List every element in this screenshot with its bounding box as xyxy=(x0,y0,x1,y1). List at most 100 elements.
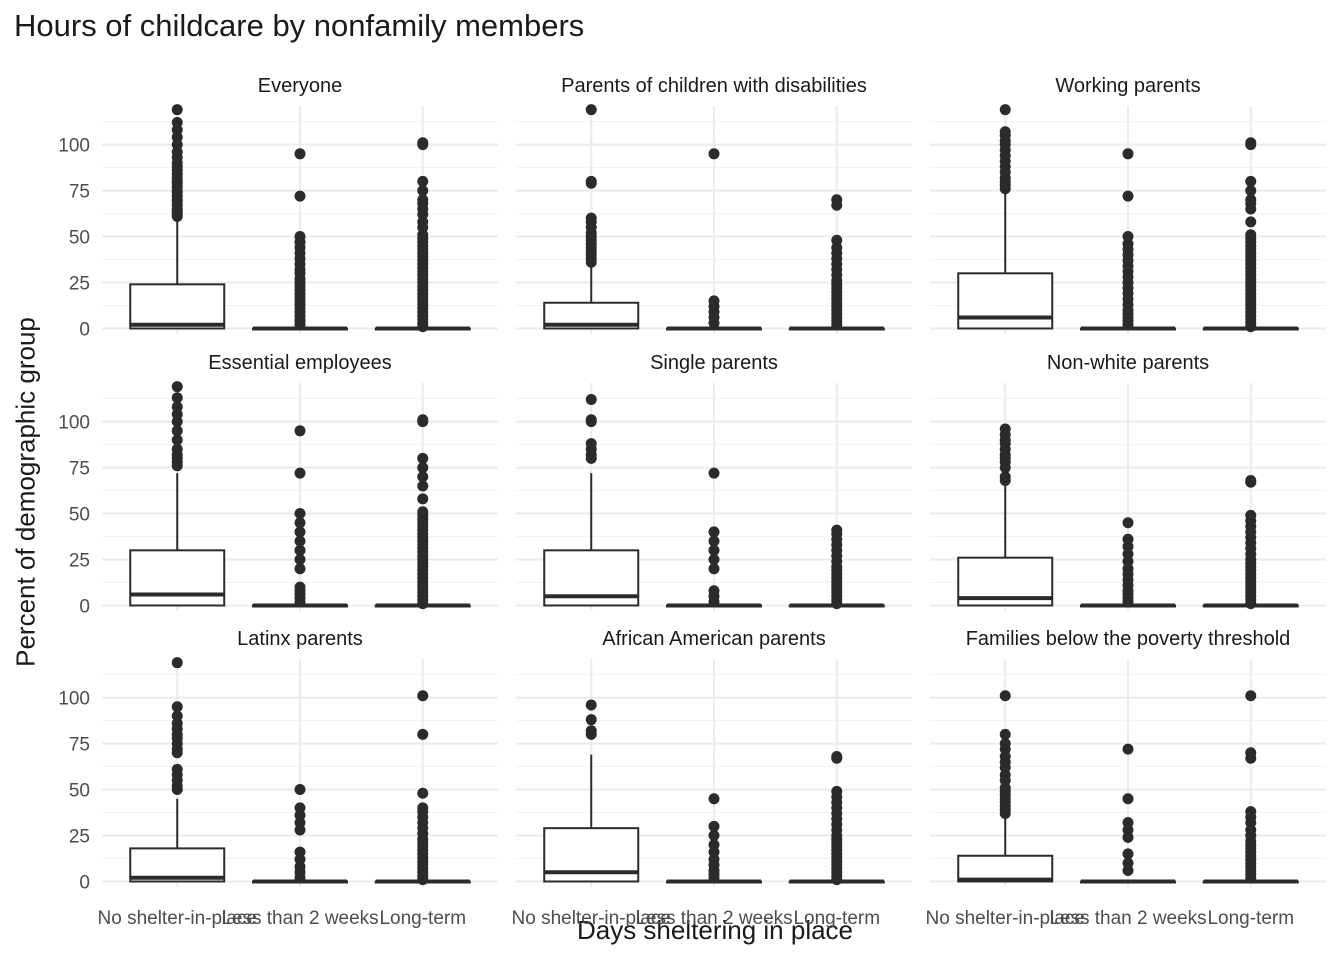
outlier-point xyxy=(294,784,306,796)
y-tick-label: 100 xyxy=(58,689,90,710)
outlier-point xyxy=(171,104,183,116)
outlier-point xyxy=(294,425,306,437)
outlier-point xyxy=(831,524,843,536)
outlier-point xyxy=(417,480,429,492)
outlier-point xyxy=(708,820,720,832)
x-tick-label: Long-term xyxy=(379,908,466,929)
outlier-point xyxy=(1245,806,1257,818)
y-tick-label: 25 xyxy=(69,551,90,572)
outlier-point xyxy=(417,414,429,426)
outlier-point xyxy=(1122,817,1134,829)
y-tick-label: 50 xyxy=(69,781,90,802)
outlier-point xyxy=(1245,690,1257,702)
box xyxy=(129,283,226,330)
outlier-point xyxy=(417,462,429,474)
outlier-point xyxy=(585,438,597,450)
outlier-point xyxy=(708,793,720,805)
outlier-point xyxy=(294,535,306,547)
outlier-point xyxy=(708,535,720,547)
y-tick-label: 50 xyxy=(69,505,90,526)
outlier-point xyxy=(294,508,306,520)
outlier-point xyxy=(294,231,306,243)
facet-title: Essential employees xyxy=(208,352,391,374)
outlier-point xyxy=(1245,175,1257,187)
facet-title: Single parents xyxy=(650,352,778,374)
outlier-point xyxy=(417,506,429,518)
outlier-point xyxy=(1245,509,1257,521)
x-tick-label: Long-term xyxy=(793,908,880,929)
outlier-point xyxy=(294,148,306,160)
outlier-point xyxy=(999,471,1011,483)
outlier-point xyxy=(417,194,429,206)
y-tick-label: 100 xyxy=(58,413,90,434)
y-tick-label: 25 xyxy=(69,274,90,295)
outlier-point xyxy=(171,434,183,446)
chart-title: Hours of childcare by nonfamily members xyxy=(14,8,585,43)
outlier-point xyxy=(708,544,720,556)
x-tick-label: Less than 2 weeks xyxy=(221,908,378,929)
outlier-point xyxy=(1122,533,1134,545)
y-tick-label: 100 xyxy=(58,136,90,157)
facet-title: Latinx parents xyxy=(237,628,363,650)
outlier-point xyxy=(1245,229,1257,241)
outlier-point xyxy=(171,392,183,404)
outlier-point xyxy=(1245,474,1257,486)
outlier-point xyxy=(999,738,1011,750)
x-tick-label: Long-term xyxy=(1207,908,1294,929)
outlier-point xyxy=(999,728,1011,740)
outlier-point xyxy=(294,526,306,538)
outlier-point xyxy=(999,423,1011,435)
outlier-point xyxy=(1122,793,1134,805)
outlier-point xyxy=(585,725,597,737)
y-tick-label: 25 xyxy=(69,827,90,848)
outlier-point xyxy=(171,401,183,413)
x-tick-label: Less than 2 weeks xyxy=(1049,908,1206,929)
outlier-point xyxy=(1245,216,1257,228)
facet-title: Working parents xyxy=(1055,75,1200,97)
x-tick-label: No shelter-in-place xyxy=(98,908,257,929)
y-tick-label: 75 xyxy=(69,735,90,756)
outlier-point xyxy=(999,690,1011,702)
outlier-point xyxy=(708,839,720,851)
outlier-point xyxy=(585,414,597,426)
outlier-point xyxy=(417,185,429,197)
box xyxy=(129,549,226,607)
outlier-point xyxy=(585,175,597,187)
outlier-point xyxy=(708,467,720,479)
outlier-point xyxy=(831,234,843,246)
box xyxy=(957,854,1054,883)
outlier-point xyxy=(417,493,429,505)
y-tick-label: 75 xyxy=(69,182,90,203)
outlier-point xyxy=(708,830,720,842)
outlier-point xyxy=(171,425,183,437)
outlier-point xyxy=(708,563,720,575)
outlier-point xyxy=(171,710,183,722)
outlier-point xyxy=(1245,194,1257,206)
outlier-point xyxy=(171,117,183,129)
outlier-point xyxy=(999,126,1011,138)
outlier-point xyxy=(1245,185,1257,197)
facet-title: Everyone xyxy=(258,75,343,97)
outlier-point xyxy=(417,471,429,483)
outlier-point xyxy=(999,104,1011,116)
y-tick-label: 0 xyxy=(79,872,90,893)
facet-title: Parents of children with disabilities xyxy=(561,75,867,97)
outlier-point xyxy=(294,467,306,479)
outlier-point xyxy=(708,585,720,597)
outlier-point xyxy=(1122,743,1134,755)
outlier-point xyxy=(171,381,183,393)
facet-title: Non-white parents xyxy=(1047,352,1209,374)
outlier-point xyxy=(585,104,597,116)
outlier-point xyxy=(708,526,720,538)
outlier-point xyxy=(294,544,306,556)
facet-title: Families below the poverty threshold xyxy=(966,628,1291,650)
outlier-point xyxy=(417,802,429,814)
outlier-point xyxy=(585,714,597,726)
outlier-point xyxy=(417,728,429,740)
outlier-point xyxy=(585,699,597,711)
outlier-point xyxy=(294,563,306,575)
y-tick-label: 0 xyxy=(79,596,90,617)
outlier-point xyxy=(1122,517,1134,529)
outlier-point xyxy=(294,581,306,593)
